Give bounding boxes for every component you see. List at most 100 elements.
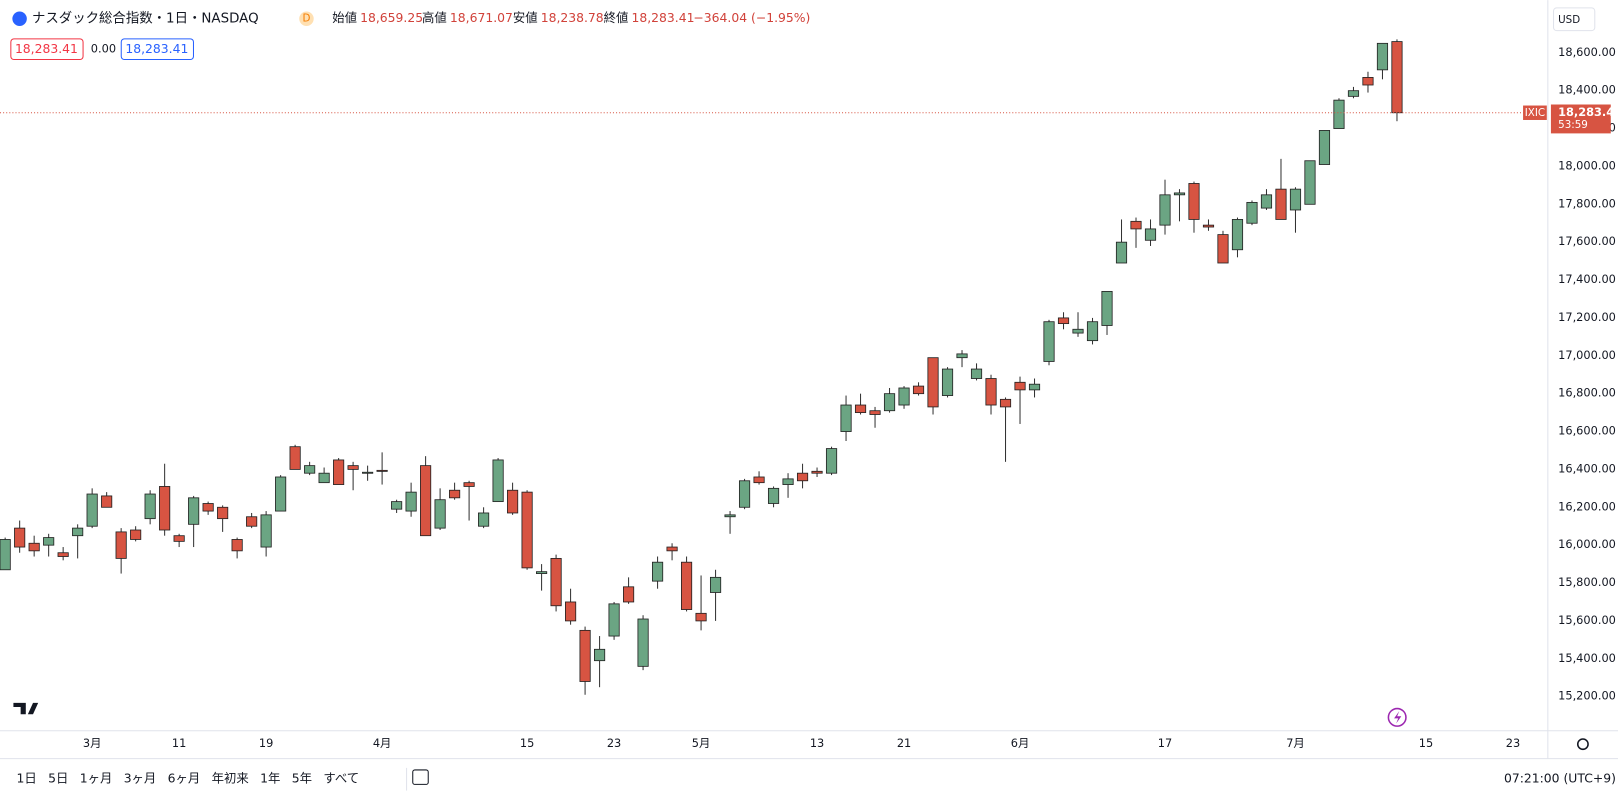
- candle-body: [999, 398, 1012, 408]
- ohlc-value: 18,238.78: [541, 11, 604, 25]
- y-tick-label: 15,600.00: [1558, 613, 1616, 627]
- ohlc-value: 18,659.25: [360, 11, 423, 25]
- candle-body: [854, 404, 867, 414]
- candle-body: [14, 527, 26, 548]
- candle-body: [144, 493, 156, 520]
- x-tick-label: 4月: [373, 736, 392, 750]
- candle-body: [1289, 188, 1302, 211]
- candle-body: [1260, 194, 1273, 209]
- x-tick-label: 15: [1419, 736, 1433, 750]
- candle-body: [869, 410, 881, 415]
- y-tick-label: 18,400.00: [1558, 83, 1616, 97]
- candle-body: [782, 478, 794, 485]
- range-button[interactable]: 3ヶ月: [124, 772, 157, 786]
- bottom-toolbar: 07:21:00 (UTC+9) 1日 5日 1ヶ月 3ヶ月 6ヶ月 年初来 1年 5年 すべて: [17, 767, 1616, 791]
- candle-body: [86, 493, 98, 527]
- candle-body: [289, 446, 301, 470]
- sell-price: 18,283.41: [15, 42, 78, 56]
- symbol-title[interactable]: ナスダック総合指数・1日・NASDAQ: [32, 11, 259, 27]
- candle-body: [623, 586, 635, 603]
- y-tick-label: 15,400.00: [1558, 651, 1616, 665]
- range-button[interactable]: すべて: [323, 772, 359, 786]
- y-tick-label: 18,600.00: [1558, 45, 1616, 59]
- settings-icon[interactable]: [1576, 738, 1589, 751]
- ohlc-value: 18,671.07: [450, 11, 513, 25]
- candle-body: [1333, 99, 1345, 129]
- candle-body: [521, 491, 533, 569]
- candle-body: [231, 539, 243, 552]
- events-icon[interactable]: [1387, 707, 1407, 727]
- candles: [0, 39, 1403, 695]
- candle-body: [796, 472, 809, 482]
- candle-body: [565, 601, 577, 622]
- badge-bg: [299, 11, 314, 26]
- buy-price: 18,283.41: [125, 42, 188, 56]
- x-tick-label: 19: [259, 736, 273, 750]
- candle-body: [43, 537, 55, 546]
- y-tick-label: 16,000.00: [1558, 537, 1616, 551]
- candle-body: [1391, 41, 1403, 114]
- range-button[interactable]: 5年: [292, 772, 312, 786]
- range-button[interactable]: 1年: [260, 772, 280, 786]
- candle-body: [434, 499, 446, 529]
- x-tick-label: 3月: [83, 736, 102, 750]
- candle-body: [709, 576, 722, 593]
- candle-body: [57, 552, 69, 557]
- candle-body: [1202, 224, 1215, 228]
- range-button[interactable]: 5日: [48, 772, 68, 786]
- candle-body: [72, 527, 84, 537]
- candle-body: [28, 542, 40, 552]
- y-tick-label: 17,400.00: [1558, 272, 1616, 286]
- candle-body: [724, 514, 736, 518]
- candle-body: [420, 465, 432, 537]
- candle-body: [275, 476, 287, 512]
- y-tick-label: 15,200.00: [1558, 689, 1616, 703]
- candle-body: [115, 531, 127, 559]
- candle-body: [912, 385, 925, 395]
- candle-body: [941, 368, 954, 396]
- candle-body: [840, 404, 852, 432]
- candle-body: [202, 503, 214, 512]
- candle-body: [970, 368, 983, 379]
- y-tick-label: 17,200.00: [1558, 310, 1616, 324]
- range-button[interactable]: 6ヶ月: [168, 772, 201, 786]
- candle-body: [637, 618, 649, 667]
- candle-body: [1130, 220, 1142, 230]
- candle-body: [492, 459, 504, 503]
- range-button[interactable]: 1ヶ月: [80, 772, 113, 786]
- candle-body: [217, 506, 229, 520]
- y-tick-label: 16,600.00: [1558, 424, 1616, 438]
- badge: D: [303, 13, 311, 25]
- symbol-icon: [12, 11, 27, 26]
- y-tick-label: 17,800.00: [1558, 196, 1616, 210]
- currency-button[interactable]: [1552, 7, 1596, 32]
- candle-body: [1028, 383, 1041, 391]
- header: ナスダック総合指数・1日・NASDAQ D 始値 18,659.25 高値 18…: [10, 10, 810, 61]
- clock[interactable]: 07:21:00 (UTC+9): [1504, 772, 1616, 786]
- candle-body: [304, 465, 316, 474]
- x-tick-label: 21: [897, 736, 911, 750]
- candle-body: [1072, 328, 1084, 334]
- candle-body: [246, 516, 258, 527]
- range-button[interactable]: 年初来: [212, 772, 249, 786]
- candle-body: [173, 535, 185, 542]
- buy-box[interactable]: [120, 38, 194, 61]
- sell-box[interactable]: [10, 38, 84, 61]
- y-tick-label: 17,000.00: [1558, 348, 1616, 362]
- x-tick-label: 23: [1506, 736, 1520, 750]
- candle-body: [738, 480, 751, 508]
- date-range-icon[interactable]: [412, 769, 429, 785]
- x-tick-label: 11: [172, 736, 186, 750]
- candle-body: [898, 387, 910, 406]
- price-tag-value: 18,283.41: [1558, 105, 1618, 119]
- candle-body: [608, 603, 620, 637]
- candle-body: [666, 546, 678, 552]
- candle-body: [347, 465, 359, 470]
- candle-body: [1347, 90, 1360, 97]
- range-button[interactable]: 1日: [17, 772, 37, 786]
- price-axis: 15,200.00 15,400.00 15,600.00 15,800.00 16,0…: [1558, 45, 1616, 703]
- candle-body: [1188, 183, 1200, 220]
